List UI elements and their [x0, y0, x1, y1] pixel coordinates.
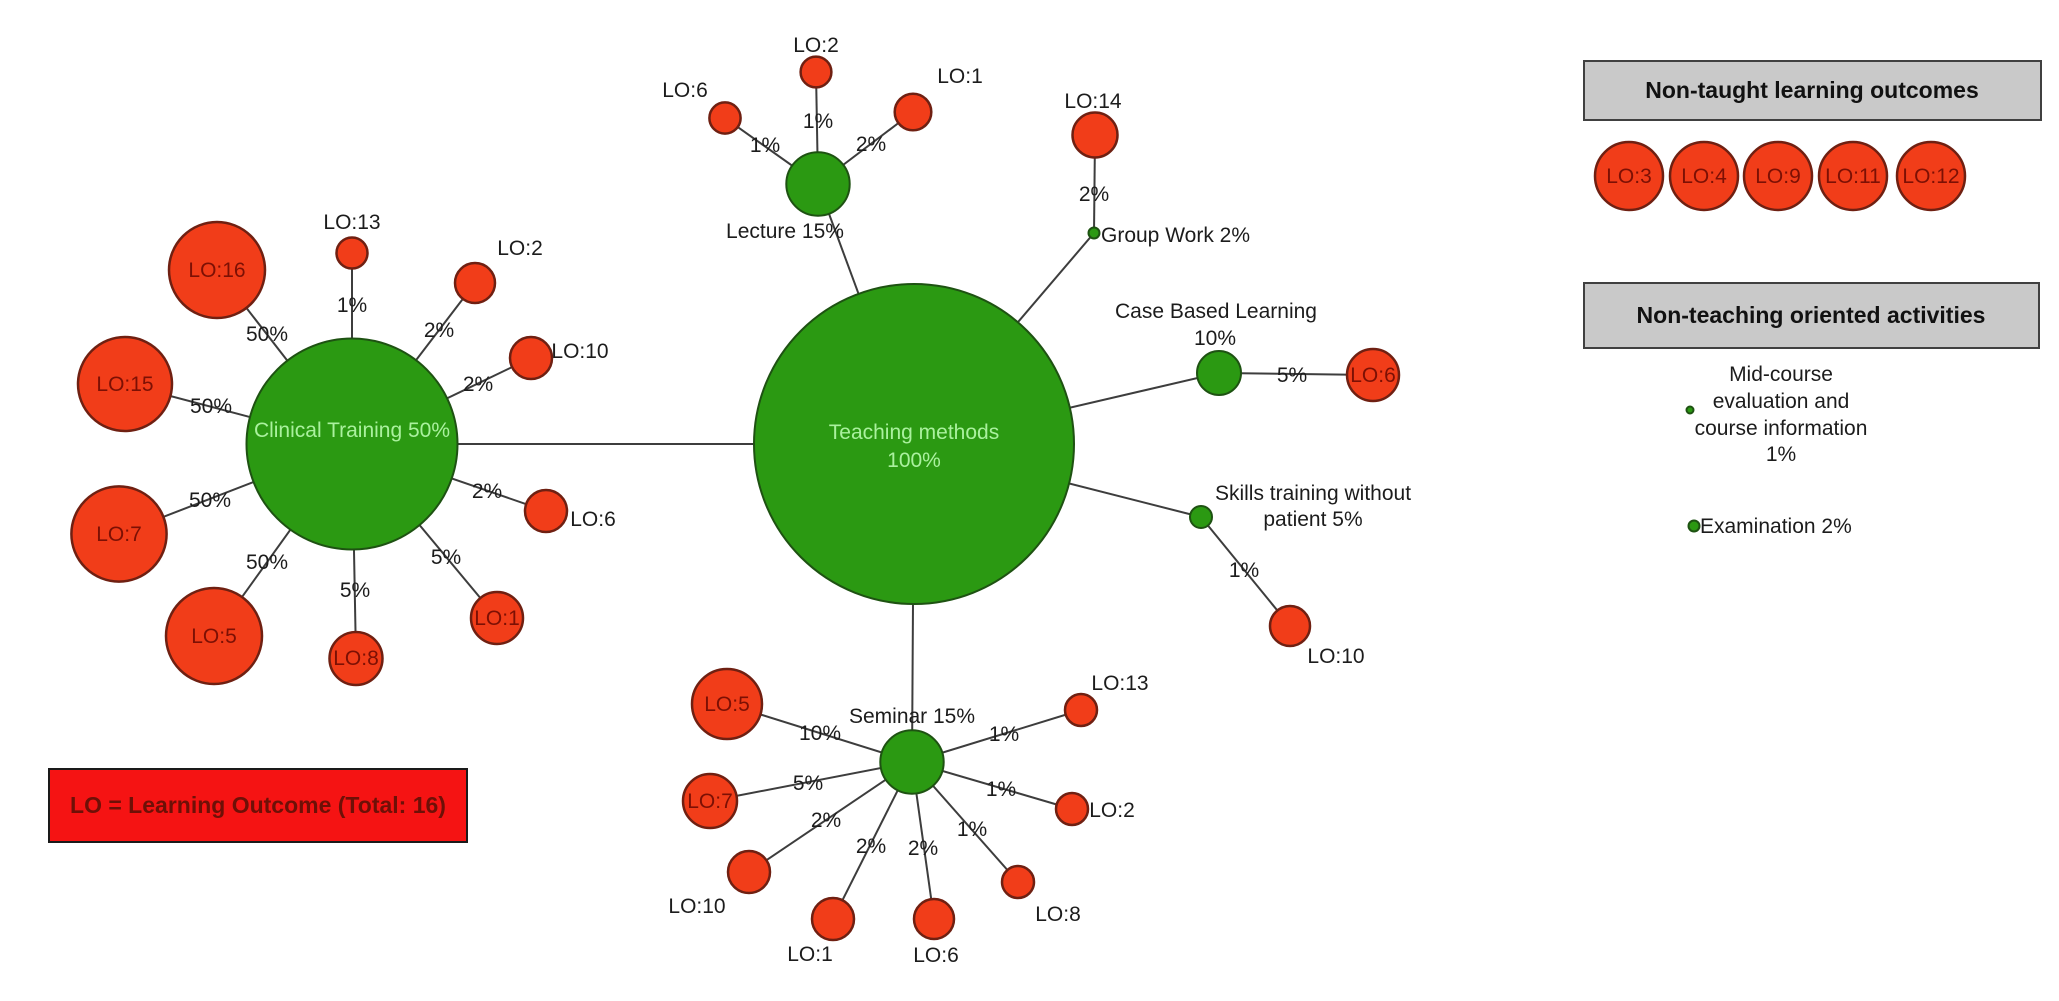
svg-text:LO:8: LO:8 — [333, 647, 379, 670]
svg-text:LO:6: LO:6 — [662, 79, 708, 102]
svg-text:1%: 1% — [1766, 443, 1796, 466]
svg-text:LO:13: LO:13 — [323, 211, 380, 234]
svg-text:LO:6: LO:6 — [1350, 364, 1396, 387]
svg-text:1%: 1% — [750, 134, 780, 157]
svg-text:50%: 50% — [190, 395, 232, 418]
svg-text:Clinical Training 50%: Clinical Training 50% — [254, 419, 450, 442]
svg-text:LO:10: LO:10 — [551, 340, 608, 363]
svg-text:10%: 10% — [799, 722, 841, 745]
svg-text:Seminar 15%: Seminar 15% — [849, 705, 975, 728]
svg-text:LO:9: LO:9 — [1755, 165, 1801, 188]
svg-text:2%: 2% — [463, 373, 493, 396]
svg-text:50%: 50% — [246, 323, 288, 346]
svg-text:2%: 2% — [811, 809, 841, 832]
svg-text:LO:2: LO:2 — [497, 237, 543, 260]
svg-text:1%: 1% — [986, 778, 1016, 801]
svg-text:LO:10: LO:10 — [668, 895, 725, 918]
svg-text:2%: 2% — [908, 837, 938, 860]
svg-text:LO:12: LO:12 — [1902, 165, 1959, 188]
svg-text:5%: 5% — [340, 579, 370, 602]
svg-text:5%: 5% — [431, 546, 461, 569]
svg-text:LO:7: LO:7 — [96, 523, 142, 546]
svg-text:LO:6: LO:6 — [570, 508, 616, 531]
svg-text:2%: 2% — [424, 319, 454, 342]
svg-text:LO:5: LO:5 — [191, 625, 237, 648]
svg-text:LO:6: LO:6 — [913, 944, 959, 967]
svg-text:2%: 2% — [856, 133, 886, 156]
svg-text:1%: 1% — [1229, 559, 1259, 582]
svg-text:Mid-course: Mid-course — [1729, 363, 1833, 386]
svg-text:LO:11: LO:11 — [1825, 165, 1881, 188]
svg-text:Lecture 15%: Lecture 15% — [726, 220, 844, 243]
svg-text:Skills training without: Skills training without — [1215, 482, 1411, 505]
svg-text:patient 5%: patient 5% — [1263, 508, 1362, 531]
svg-text:LO:2: LO:2 — [1089, 799, 1135, 822]
svg-text:1%: 1% — [337, 294, 367, 317]
svg-text:50%: 50% — [246, 551, 288, 574]
svg-text:LO:14: LO:14 — [1064, 90, 1122, 113]
svg-text:LO:1: LO:1 — [474, 607, 520, 630]
svg-text:Group Work 2%: Group Work 2% — [1101, 224, 1250, 247]
svg-text:LO:1: LO:1 — [937, 65, 983, 88]
svg-text:100%: 100% — [887, 449, 941, 472]
svg-text:2%: 2% — [1079, 183, 1109, 206]
svg-text:10%: 10% — [1194, 327, 1236, 350]
svg-text:Examination 2%: Examination 2% — [1700, 515, 1852, 538]
svg-text:course information: course information — [1695, 417, 1868, 440]
svg-text:LO:3: LO:3 — [1606, 165, 1652, 188]
svg-text:Teaching methods: Teaching methods — [829, 421, 999, 444]
svg-text:50%: 50% — [189, 489, 231, 512]
svg-text:LO:15: LO:15 — [96, 373, 153, 396]
svg-text:LO:10: LO:10 — [1307, 645, 1364, 668]
svg-text:LO:13: LO:13 — [1091, 672, 1148, 695]
svg-text:5%: 5% — [1277, 364, 1307, 387]
svg-text:2%: 2% — [856, 835, 886, 858]
svg-text:LO:2: LO:2 — [793, 34, 839, 57]
svg-text:Non-taught learning outcomes: Non-taught learning outcomes — [1645, 77, 1979, 103]
svg-text:2%: 2% — [472, 480, 502, 503]
svg-text:Non-teaching oriented activiti: Non-teaching oriented activities — [1637, 302, 1986, 328]
svg-text:LO:1: LO:1 — [787, 943, 833, 966]
svg-text:LO:8: LO:8 — [1035, 903, 1081, 926]
svg-text:LO:16: LO:16 — [188, 259, 245, 282]
svg-text:Case Based Learning: Case Based Learning — [1115, 300, 1317, 323]
svg-text:LO:7: LO:7 — [687, 790, 733, 813]
svg-text:LO:4: LO:4 — [1681, 165, 1727, 188]
svg-text:1%: 1% — [989, 723, 1019, 746]
svg-text:evaluation and: evaluation and — [1713, 390, 1850, 413]
svg-text:LO:5: LO:5 — [704, 693, 750, 716]
svg-text:LO = Learning Outcome (Total:: LO = Learning Outcome (Total: 16) — [70, 792, 446, 818]
svg-text:1%: 1% — [803, 110, 833, 133]
svg-text:5%: 5% — [793, 772, 823, 795]
svg-text:1%: 1% — [957, 818, 987, 841]
